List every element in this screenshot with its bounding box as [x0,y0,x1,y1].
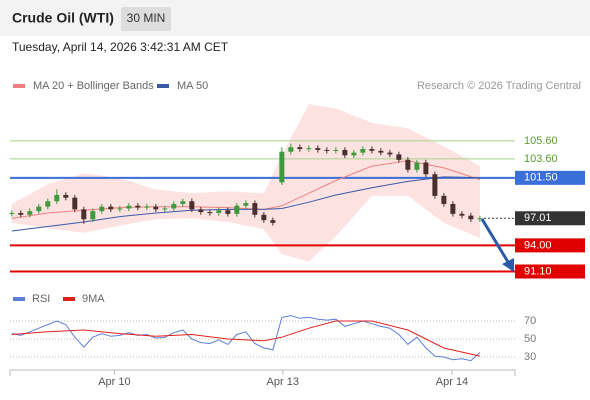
candle-body [468,215,474,220]
candle-body [297,147,303,150]
candle-body [153,206,159,210]
candle-body [477,218,483,220]
candle-body [162,208,168,210]
candle-body [135,205,141,208]
candle-body [423,162,429,175]
legend-swatch [63,297,75,301]
interval-label[interactable]: 30 MIN [127,11,166,25]
legend-label: RSI [32,293,50,305]
candle-body [198,209,204,213]
level-label: 91.10 [524,265,552,277]
candle-body [225,210,231,214]
candle-body [288,147,294,152]
candle-body [9,212,15,214]
candle-body [81,209,87,220]
level-label-box [515,238,585,253]
series-line [11,315,481,362]
candle-body [117,208,123,210]
candle-body [108,206,114,210]
candle-body [414,162,420,170]
header-bar [0,0,590,36]
candle-body [243,203,249,206]
candle-body [324,149,330,151]
candle-body [270,220,276,223]
candle-body [90,211,96,220]
candle-body [360,149,366,153]
candle-body [45,201,51,207]
candle-body [27,211,33,215]
candle-body [459,213,465,216]
candle-body [432,174,438,196]
interval-badge[interactable] [121,7,171,31]
candle-body [18,212,24,215]
bollinger-band [11,104,480,262]
timestamp: Tuesday, April 14, 2026 3:42:31 AM CET [12,40,229,54]
legend-swatch [13,84,25,88]
legend-label: MA 50 [177,80,208,92]
x-tick-label: Apr 13 [267,376,299,388]
candle-body [369,149,375,151]
candle-body [306,148,312,150]
candle-body [342,149,348,156]
candle-body [234,205,240,214]
level-label: 101.50 [524,172,558,184]
candle-body [405,159,411,170]
candle-body [396,154,402,160]
candle-body [99,206,105,212]
legend-label: 9MA [82,293,105,305]
candle-body [252,203,258,215]
series-line [11,320,481,357]
forecast-arrow [480,218,510,263]
candle-body [441,195,447,204]
candle-body [180,201,186,204]
level-label-box [515,170,585,185]
candle-body [63,194,69,198]
candle-body [144,206,150,208]
candle-body [261,214,267,221]
level-label: 105.60 [524,135,558,147]
candle-body [54,194,60,202]
candle-body [387,152,393,155]
x-tick-label: Apr 10 [98,376,130,388]
candle-body [126,205,132,209]
candle-body [171,203,177,209]
candle-body [315,148,321,150]
level-label: 97.01 [524,212,552,224]
plot-layer: MA 20 + Bollinger Bands MA 50 Research © 2… [9,80,585,388]
x-tick-label: Apr 14 [436,376,468,388]
level-label: 94.00 [524,239,552,251]
candle-body [72,197,78,210]
level-label-box [515,211,585,226]
candle-body [378,150,384,153]
candle-body [279,151,285,183]
legend-swatch [13,297,25,301]
candle-body [36,206,42,212]
forecast-arrowhead [502,258,514,272]
level-label: 103.60 [524,153,558,165]
candle-body [450,203,456,214]
instrument-title: Crude Oil (WTI) [12,10,114,26]
level-label-box [515,264,585,279]
y-tick-label: 50 [524,333,536,345]
legend-swatch [157,84,169,88]
moving-average [11,176,480,232]
legend-label: MA 20 + Bollinger Bands [33,80,154,92]
annotation: Research © 2026 Trading Central [417,80,581,92]
candle-body [351,152,357,156]
candle-body [333,149,339,151]
candle-body [189,201,195,210]
y-tick-label: 70 [524,315,536,327]
y-tick-label: 30 [524,351,536,363]
candle-body [216,210,222,213]
candle-body [207,212,213,214]
